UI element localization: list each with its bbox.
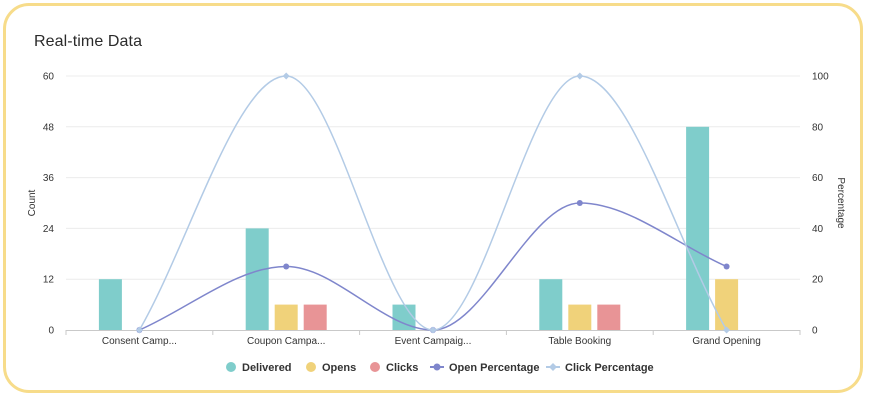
y2-tick-label: 60 — [812, 173, 824, 184]
legend-delivered-marker — [226, 362, 236, 372]
bar-opens — [568, 304, 592, 330]
legend-clicks-marker — [370, 362, 380, 372]
x-tick-label: Table Booking — [548, 336, 611, 347]
line-open-percentage — [139, 202, 727, 331]
bar-delivered — [98, 279, 122, 330]
x-tick-label: Coupon Campa... — [247, 336, 325, 347]
x-tick-label: Consent Camp... — [102, 336, 177, 347]
y2-tick-label: 80 — [812, 122, 824, 133]
point-click-percentage — [135, 326, 143, 334]
legend-opens-marker — [306, 362, 316, 372]
legend-open-percentage-label: Open Percentage — [449, 362, 539, 374]
y2-axis-title: Percentage — [835, 177, 846, 229]
legend-delivered-label: Delivered — [242, 362, 292, 374]
y-tick-label: 12 — [43, 275, 55, 286]
x-tick-label: Grand Opening — [692, 336, 760, 347]
line-click-percentage — [138, 75, 728, 331]
bar-delivered — [539, 279, 563, 330]
legend-opens-label: Opens — [322, 362, 356, 374]
point-open-percentage — [723, 263, 730, 270]
bar-delivered — [392, 304, 416, 330]
y-tick-label: 0 — [48, 326, 54, 337]
legend-open-percentage-marker — [433, 363, 441, 371]
y-tick-label: 48 — [43, 122, 55, 133]
chart-title: Real-time Data — [34, 33, 143, 50]
point-open-percentage — [283, 263, 290, 270]
x-tick-label: Event Campaig... — [395, 336, 472, 347]
y-tick-label: 60 — [43, 72, 55, 83]
y-tick-label: 36 — [43, 173, 55, 184]
legend-click-percentage-label: Click Percentage — [565, 362, 654, 374]
legend-click-percentage-marker — [549, 363, 557, 371]
bar-opens — [715, 279, 739, 330]
point-click-percentage — [429, 326, 437, 334]
y2-tick-label: 40 — [812, 224, 824, 235]
point-click-percentage — [576, 72, 584, 80]
y2-tick-label: 100 — [812, 72, 829, 83]
bar-clicks — [303, 304, 327, 330]
y2-tick-label: 0 — [812, 326, 818, 337]
point-open-percentage — [576, 200, 583, 206]
bar-delivered — [245, 228, 269, 330]
y-tick-label: 24 — [43, 224, 55, 235]
point-click-percentage — [282, 72, 290, 80]
point-click-percentage — [723, 326, 731, 334]
legend-clicks-label: Clicks — [386, 362, 418, 374]
bar-clicks — [597, 304, 621, 330]
y-axis-title: Count — [27, 189, 38, 216]
bar-delivered — [686, 126, 710, 330]
bar-opens — [274, 304, 298, 330]
y2-tick-label: 20 — [812, 275, 824, 286]
